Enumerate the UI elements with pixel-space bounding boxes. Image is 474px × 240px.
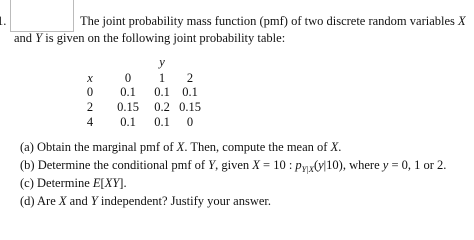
text: Are — [37, 194, 59, 208]
table-cell: 0.1 — [154, 85, 170, 99]
row-header: 2 — [86, 100, 94, 114]
text: . — [338, 140, 342, 154]
var: X — [252, 158, 260, 172]
text: [ — [100, 176, 105, 190]
var: p — [295, 158, 302, 172]
text: Determine — [37, 176, 93, 190]
text: independent? Justify your answer. — [97, 194, 272, 208]
column-header: 0 — [124, 71, 132, 85]
text: is given on the following joint probabil… — [42, 31, 286, 45]
part: (b) Determine the conditional pmf of Y, … — [20, 158, 446, 174]
table-cell: 0.2 — [154, 100, 170, 114]
row-var: x — [87, 71, 93, 85]
var: X — [176, 140, 185, 154]
part: (a) Obtain the marginal pmf of X. Then, … — [20, 140, 341, 155]
text: and — [66, 194, 91, 208]
subscript: Y|X — [301, 164, 314, 174]
column-header: 1 — [158, 71, 166, 85]
var: X — [458, 14, 466, 28]
label: (a) — [20, 140, 34, 154]
table-cell: 0.1 — [182, 85, 198, 99]
var: E — [92, 176, 101, 190]
text: Obtain the marginal pmf of — [37, 140, 177, 154]
var: X — [58, 194, 67, 208]
var: XY — [104, 176, 120, 190]
text: = 10 : — [259, 158, 296, 172]
var: Y — [35, 31, 43, 45]
table-cell: 0 — [186, 115, 194, 129]
var: Y — [90, 194, 98, 208]
row-header: 4 — [86, 115, 94, 129]
page: 1. The joint probability mass function (… — [0, 0, 466, 209]
label: (c) — [20, 176, 34, 190]
table-cell: 0.1 — [120, 115, 136, 129]
table-cell: 0.1 — [154, 115, 170, 129]
label: (b) — [20, 158, 35, 172]
text: The joint probability mass function (pmf… — [80, 14, 459, 28]
text: ( — [313, 158, 319, 172]
col-var: y — [159, 55, 165, 69]
part: (c) Determine E[XY]. — [20, 176, 127, 191]
text: ]. — [119, 176, 127, 190]
text: and — [14, 31, 36, 45]
text: = 0, 1 or 2. — [388, 158, 447, 172]
row-header: 0 — [86, 85, 94, 99]
text: . Then, compute the mean of — [184, 140, 331, 154]
intro-line: and Y is given on the following joint pr… — [14, 31, 285, 46]
text: Determine the conditional pmf of — [37, 158, 209, 172]
var: Y — [208, 158, 216, 172]
problem-number: 1. — [0, 14, 7, 28]
text: , given — [215, 158, 253, 172]
var: y — [382, 158, 389, 172]
var: y — [318, 158, 324, 172]
label: (d) — [20, 194, 35, 208]
column-header: 2 — [186, 71, 194, 85]
var: X — [330, 140, 339, 154]
answer-box — [10, 0, 74, 32]
intro-line: The joint probability mass function (pmf… — [80, 14, 466, 29]
text: |10), where — [323, 158, 383, 172]
part: (d) Are X and Y independent? Justify you… — [20, 194, 271, 209]
table-cell: 0.15 — [179, 100, 201, 114]
table-cell: 0.15 — [117, 100, 139, 114]
table-cell: 0.1 — [120, 85, 136, 99]
